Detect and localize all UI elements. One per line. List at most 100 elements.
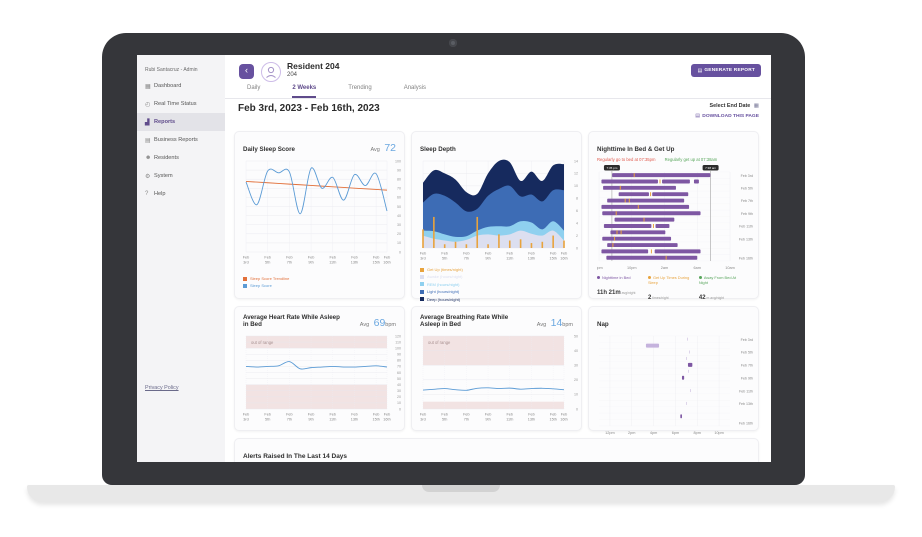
sidebar-item-help[interactable]: ? Help — [137, 185, 225, 203]
chart-shape — [612, 173, 711, 178]
main-content: ‹ Resident 204 204 ▤ GENERATE REPORT Dai… — [225, 55, 771, 462]
sidebar-item-system[interactable]: ⚙ System — [137, 167, 225, 185]
tab-analysis[interactable]: Analysis — [403, 85, 427, 91]
chart-label: 7th — [464, 257, 469, 261]
chart-label: 0 — [399, 407, 401, 411]
chart-label: Feb — [506, 252, 513, 256]
chart-shape — [602, 236, 672, 241]
chart-shape — [519, 239, 522, 248]
sidebar-item-residents[interactable]: ☻ Residents — [137, 149, 225, 167]
chart-label: Feb — [243, 413, 249, 417]
chart-label: Feb — [351, 413, 358, 417]
chart-shape — [603, 165, 620, 171]
date-range-heading: Feb 3rd, 2023 - Feb 16th, 2023 — [238, 103, 380, 114]
chart-shape — [606, 255, 698, 260]
legend-swatch — [420, 267, 424, 272]
chart-label: 2 — [576, 234, 578, 238]
chart-shape — [702, 165, 719, 171]
chart-label: 2pm — [628, 431, 635, 435]
chart-label: Feb — [550, 252, 557, 256]
chart-shape — [618, 192, 649, 197]
select-end-date-button[interactable]: Select End Date ▦ — [710, 103, 759, 109]
chart-label: 4pm — [650, 431, 657, 435]
chart-label: 5th — [265, 261, 270, 265]
chart-label: 9th — [308, 418, 313, 422]
chart-label: 15th — [372, 261, 379, 265]
chart-label: 90 — [397, 353, 401, 357]
legend-item: Awake (hours/night) — [420, 274, 573, 279]
chart-label: 80 — [397, 178, 401, 182]
chart-label: 9th — [308, 261, 313, 265]
sidebar-item-label: Real Time Status — [154, 101, 197, 107]
chart-shape — [620, 230, 622, 235]
chart-shape — [607, 243, 678, 248]
chart-label: Feb 16th — [739, 421, 753, 425]
chart-label: 60 — [397, 371, 401, 375]
chart-shape — [603, 185, 676, 190]
chart-label: 15th — [372, 418, 379, 422]
sidebar-item-label: Business Reports — [154, 137, 198, 143]
chart-label: Feb — [528, 413, 535, 417]
laptop-base — [27, 485, 895, 502]
sidebar-item-dashboard[interactable]: ▦ Dashboard — [137, 77, 225, 95]
chart-label: 6 — [576, 209, 578, 213]
chart-legend: Nighttime in Bed 11h 21m avg/night Get Up … — [597, 275, 750, 304]
legend-dot — [698, 276, 702, 280]
chart-label: 7th — [464, 418, 469, 422]
chart-label: 3rd — [420, 418, 426, 422]
chart-label: 10pm — [714, 431, 724, 435]
tab-2-weeks[interactable]: 2 Weeks — [292, 85, 317, 98]
card-title: Nap — [597, 321, 609, 328]
back-button[interactable]: ‹ — [239, 64, 254, 79]
chart-shape — [686, 356, 687, 360]
chart-label: 10am — [725, 266, 735, 270]
privacy-policy-link[interactable]: Privacy Policy — [145, 385, 179, 391]
sidebar-item-real-time-status[interactable]: ◴ Real Time Status — [137, 95, 225, 113]
chart-shape — [487, 244, 489, 248]
legend-item: REM (hours/night) — [420, 282, 573, 287]
chart-label: 120 — [395, 334, 401, 338]
tab-daily[interactable]: Daily — [247, 85, 261, 91]
legend-label: Sleep Score Trendline — [250, 276, 290, 281]
chart-series-heart-rate — [245, 361, 388, 370]
chart-label: Feb — [373, 413, 380, 417]
chart-label: 16th — [383, 418, 390, 422]
chart-label: Feb — [308, 256, 315, 260]
app-screen: Rubi Santacruz - Admin ▦ Dashboard ◴ Real T… — [137, 55, 771, 462]
chart-label: Feb — [485, 413, 492, 417]
chart-label: Feb 13th — [739, 402, 753, 406]
download-page-button[interactable]: ▤ DOWNLOAD THIS PAGE — [695, 113, 759, 119]
chart-shape — [628, 198, 630, 203]
generate-report-button[interactable]: ▤ GENERATE REPORT — [691, 64, 761, 77]
chart-shape — [563, 240, 565, 248]
chart-label: 0 — [576, 407, 578, 411]
chart-label: 9th — [485, 418, 490, 422]
chart-label: Feb — [286, 413, 293, 417]
legend-value-unit: avg/night — [620, 290, 636, 295]
chart-shape — [633, 173, 635, 178]
sidebar-item-business-reports[interactable]: ▤ Business Reports — [137, 131, 225, 149]
date-row: Feb 3rd, 2023 - Feb 16th, 2023 Select En… — [225, 102, 771, 126]
chart-label: Feb 3rd — [741, 174, 753, 178]
chart-area-0 — [423, 230, 564, 248]
legend-swatch — [420, 289, 424, 294]
chart-label: Feb — [420, 413, 426, 417]
chart-label: 13th — [528, 418, 535, 422]
chart-label: 5th — [265, 418, 270, 422]
tab-trending[interactable]: Trending — [348, 85, 372, 91]
chart-shape — [612, 243, 614, 248]
chart-label: out of range — [428, 340, 451, 345]
chart-label: 0 — [576, 246, 578, 250]
chart-label: 11th — [329, 261, 336, 265]
chart-label: 8 — [576, 197, 578, 201]
legend-value: 42 m avg/night — [699, 286, 746, 304]
tabs: Daily 2 Weeks Trending Analysis — [225, 85, 771, 99]
sidebar-item-reports[interactable]: ▟ Reports — [137, 113, 225, 131]
chart-label: 20 — [397, 395, 401, 399]
chart-label: Feb 5th — [741, 186, 753, 190]
chart-label: 15th — [549, 257, 556, 261]
chart-label: 12pm — [605, 431, 615, 435]
business-reports-icon: ▤ — [145, 137, 151, 144]
chart-label: 7:35 pm — [607, 166, 618, 170]
chart-label: 110 — [395, 340, 401, 344]
